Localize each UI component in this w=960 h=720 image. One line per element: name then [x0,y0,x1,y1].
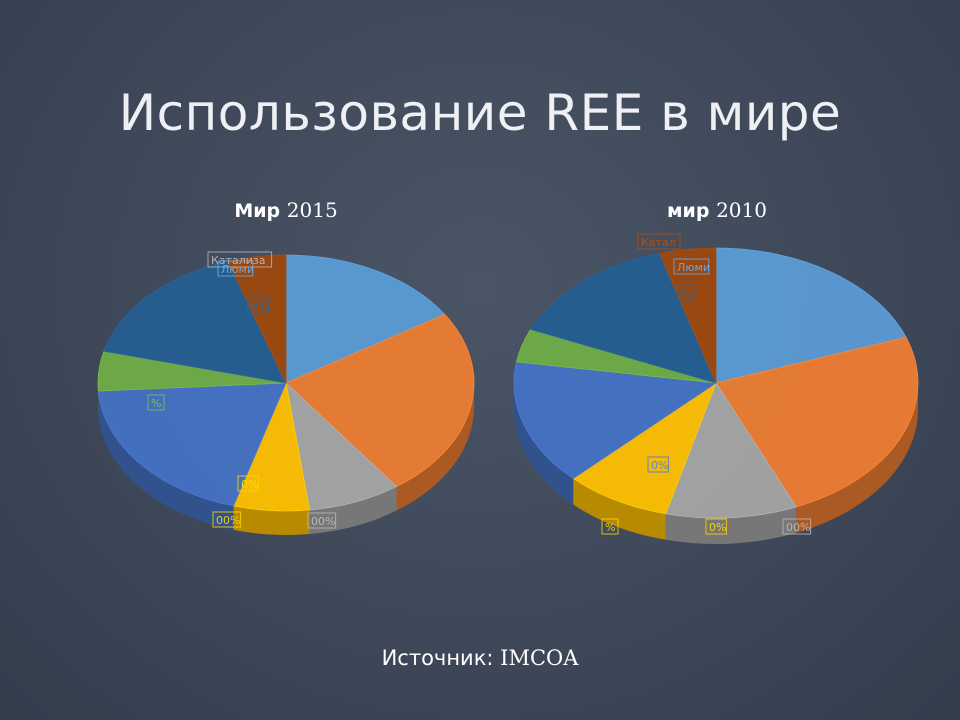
pie-data-label: 00% [216,514,240,527]
pie-data-label: 0% [241,478,258,491]
pie-slice [513,361,718,479]
pie-label-box [207,251,273,268]
pie-label-box [237,475,259,492]
pie-slices [97,254,475,512]
pie-slice [97,382,287,507]
pie-slice [285,313,475,488]
pie-data-label: Катал [641,236,676,249]
pie-label-box [601,518,619,535]
pie-data-label: Люми [221,263,254,276]
pie-slice [659,247,717,384]
pie-label-box [247,296,269,313]
pie-slice-side [796,383,918,533]
pie-label-box [212,511,242,528]
pie-label-box [647,456,669,473]
pie-slice [103,260,287,384]
pie-slice [285,254,446,384]
chart-title-2015: Мир 2015 [136,198,436,222]
chart-title-word: мир [667,200,710,222]
pie-side-walls [514,383,918,544]
pie-data-label: % [681,287,691,300]
pie-slice-side [573,478,666,540]
pie-label-box [217,260,254,277]
source-label: Источник: [381,646,494,670]
pie-data-label: 00% [786,521,810,534]
pie-label-box [147,394,165,411]
pie-slice [572,381,717,515]
pie-data-label: % [151,397,161,410]
pie-label-box [637,233,681,250]
pie-data-label: 0% [251,299,268,312]
pie-slice [665,382,797,519]
pie-label-box [677,284,695,301]
pie-slice-side [233,505,310,535]
pie-label-box [673,258,710,275]
slide-title: Использование REE в мире [118,84,842,142]
pie-label-box [705,518,727,535]
chart-title-year: 2015 [286,198,338,222]
chart-title-word: Мир [234,200,281,222]
pie-data-label: 0% [651,459,668,472]
pie-side-walls [98,383,474,535]
pie-slice [715,336,919,508]
pie-slice [529,252,717,384]
pie-slice [715,247,907,384]
pie-slices [513,247,919,519]
pie-slice [285,381,398,511]
pie-data-label: % [605,521,615,534]
pie-slice-side [309,486,397,534]
pie-data-label: Люми [677,261,710,274]
pie-slice-side [514,383,574,505]
chart-title-year: 2010 [716,198,767,222]
source-note: Источник: IMCOA [0,646,960,670]
chart-title-2010: мир 2010 [567,198,867,222]
pie-data-label: 0% [709,521,726,534]
pie-label-box [782,518,812,535]
pie-label-box [307,512,337,529]
pie-data-label: 00% [311,515,335,528]
pie-slice-side [665,506,797,544]
source-org: IMCOA [500,646,579,670]
pie-slice-side [98,391,234,530]
pie-slice-side [396,383,474,511]
